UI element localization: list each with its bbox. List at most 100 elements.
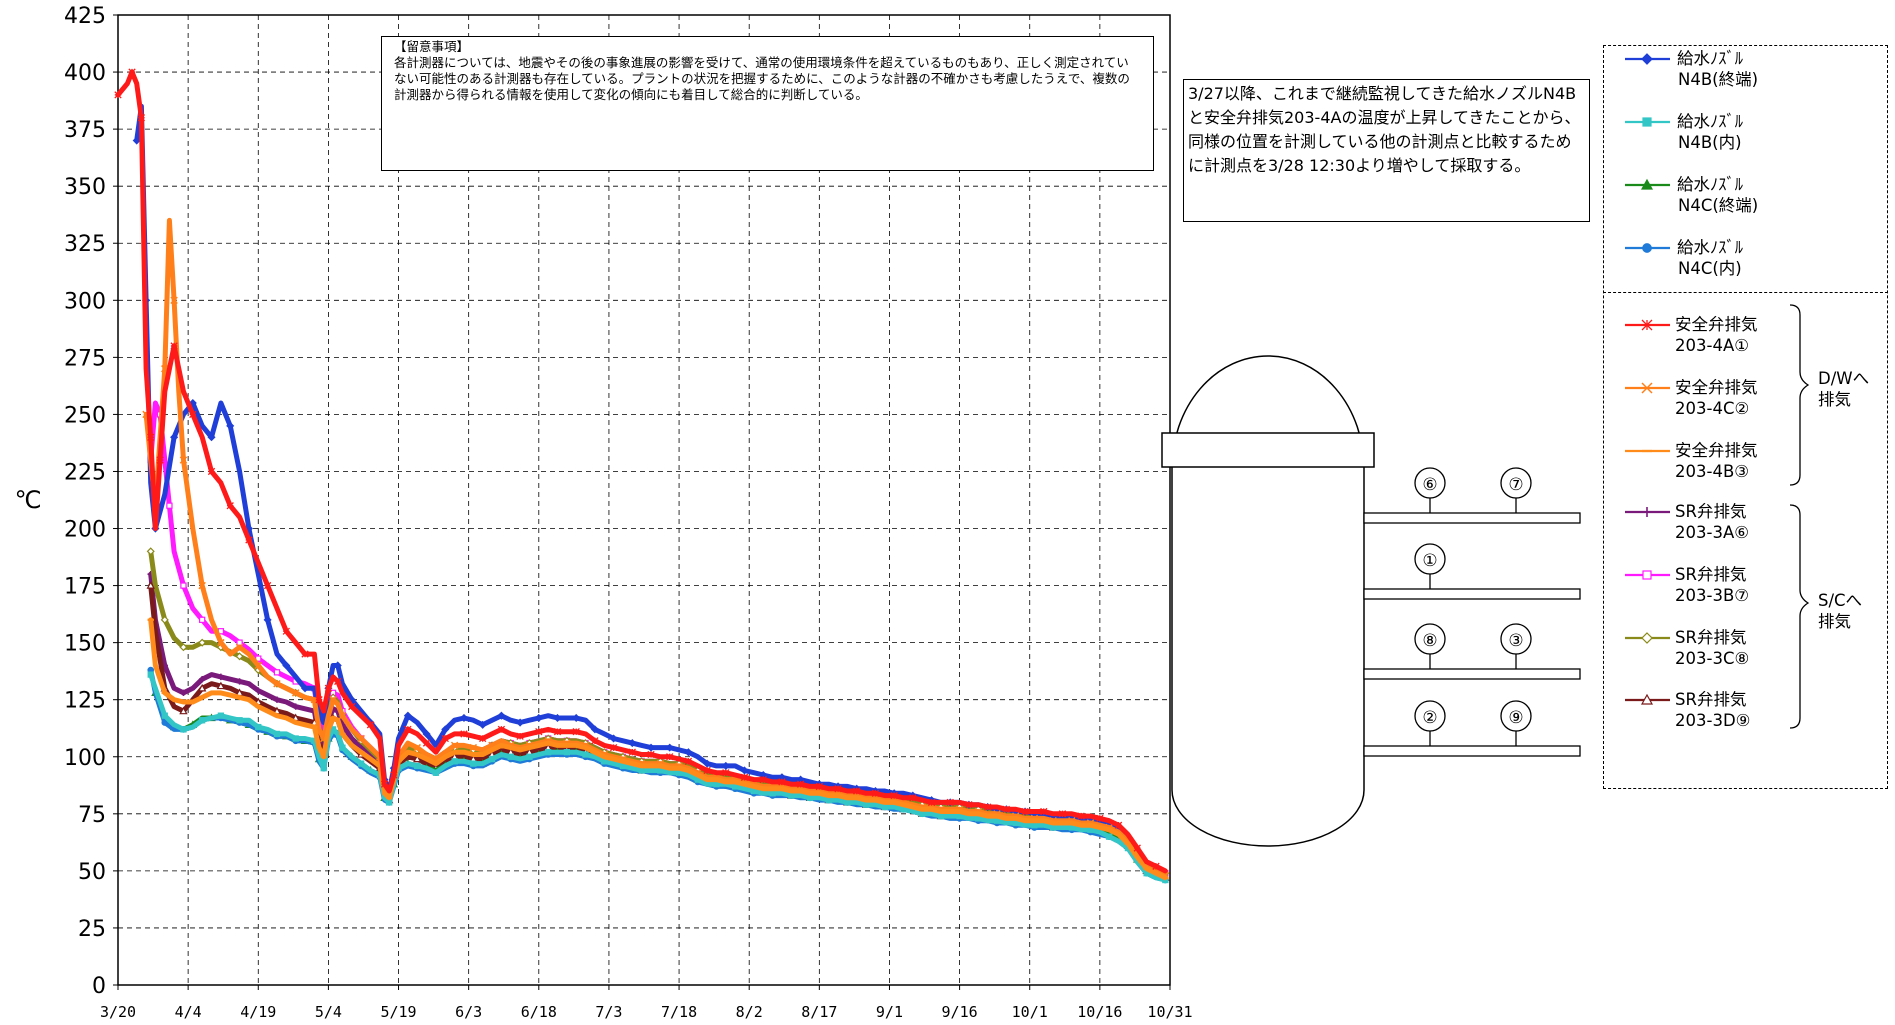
legend-entry: 給水ﾉｽﾞﾙ N4C(終端) xyxy=(1677,174,1758,216)
data-point xyxy=(740,766,749,775)
vessel-pipes: ⑥ ⑦ ① ⑧ ③ ② ⑨ xyxy=(1363,467,1581,757)
data-point xyxy=(862,801,870,808)
legend-label-line: 203-4A① xyxy=(1675,336,1750,355)
data-point xyxy=(147,671,154,678)
legend-label-line: 給水ﾉｽﾞﾙ xyxy=(1677,112,1743,131)
data-point xyxy=(255,687,262,694)
data-point xyxy=(338,711,347,720)
data-point xyxy=(460,730,468,738)
measurement-point-circle xyxy=(1500,623,1532,655)
data-point xyxy=(254,661,262,670)
data-point xyxy=(179,643,188,652)
data-point xyxy=(946,798,954,807)
data-point xyxy=(179,456,188,464)
data-point xyxy=(403,711,412,720)
legend-entry: SR弁排気 203-3D⑨ xyxy=(1675,689,1750,731)
data-point xyxy=(333,661,342,670)
measurement-point-label: ⑥ xyxy=(1422,475,1437,495)
data-point xyxy=(553,727,562,736)
data-point xyxy=(937,812,945,820)
series-line xyxy=(115,69,1168,874)
data-point xyxy=(740,773,749,781)
legend-marker xyxy=(1642,243,1652,253)
data-point xyxy=(497,711,506,720)
data-point xyxy=(180,726,187,733)
data-point xyxy=(535,727,543,736)
x-tick-label: 3/20 xyxy=(100,1003,136,1021)
data-point xyxy=(890,791,898,800)
data-point xyxy=(348,702,356,711)
data-point xyxy=(526,753,533,760)
caution-note: 【留意事項】 各計測器については、地震やその後の事象進展の影響を受けて、通常の使… xyxy=(381,36,1154,171)
chart-series xyxy=(114,68,1170,884)
data-point xyxy=(217,712,225,719)
data-point xyxy=(146,547,155,556)
data-point xyxy=(590,725,599,734)
pipe xyxy=(1363,512,1581,524)
data-point xyxy=(1021,807,1029,816)
data-point xyxy=(334,677,342,686)
data-point xyxy=(236,678,243,685)
legend-marker xyxy=(1640,178,1654,190)
x-tick-label: 9/1 xyxy=(876,1003,903,1021)
data-point xyxy=(339,744,346,751)
data-point xyxy=(198,581,206,590)
x-tick-label: 6/3 xyxy=(455,1003,482,1021)
legend-label-line: N4C(内) xyxy=(1678,259,1742,278)
data-point xyxy=(1133,844,1141,852)
series-line xyxy=(148,583,1168,881)
legend-marker xyxy=(1642,570,1652,580)
data-point xyxy=(451,758,458,765)
data-point xyxy=(226,502,234,510)
data-point xyxy=(273,669,281,676)
data-point xyxy=(137,114,146,122)
data-point xyxy=(357,734,365,743)
caution-body: 各計測器については、地震やその後の事象進展の影響を受けて、通常の使用環境条件を超… xyxy=(394,55,1130,102)
legend-label-line: 給水ﾉｽﾞﾙ xyxy=(1677,175,1743,194)
x-axis-ticks: 3/20 4/4 4/19 5/4 5/19 6/3 6/18 7/3 7/18 8/2 8/17 9… xyxy=(100,985,1193,1021)
reactor-vessel-diagram: ⑥ ⑦ ① ⑧ ③ ② ⑨ xyxy=(1161,355,1581,847)
data-point xyxy=(273,730,281,738)
data-point xyxy=(1096,814,1104,823)
data-point xyxy=(769,790,776,797)
y-tick-label: 100 xyxy=(64,746,106,771)
data-point xyxy=(226,421,235,430)
sc-group-line-2: 排気 xyxy=(1818,612,1851,631)
data-point xyxy=(881,803,888,811)
data-point xyxy=(413,743,421,752)
data-point xyxy=(199,717,206,724)
data-point xyxy=(591,737,599,745)
data-point xyxy=(146,581,155,589)
y-tick-label: 75 xyxy=(78,803,106,828)
data-point xyxy=(1152,862,1160,870)
data-point xyxy=(450,741,459,750)
sc-group-label: S/Cへ 排気 xyxy=(1818,590,1862,632)
y-tick-label: 200 xyxy=(64,518,106,543)
data-point xyxy=(292,735,299,742)
data-point xyxy=(609,743,618,752)
series-1 xyxy=(147,671,1169,884)
x-tick-label: 9/16 xyxy=(942,1003,978,1021)
data-point xyxy=(217,638,225,647)
data-point xyxy=(170,433,179,442)
series-6 xyxy=(147,617,1169,881)
dw-group-line-1: D/Wへ xyxy=(1818,369,1870,388)
y-axis-label: ℃ xyxy=(15,486,42,514)
data-point xyxy=(919,810,926,817)
measurement-point-circle xyxy=(1500,467,1532,499)
data-point xyxy=(292,703,299,710)
legend-marker xyxy=(1642,117,1652,127)
data-point xyxy=(198,675,206,683)
measurement-point-circle xyxy=(1414,543,1446,575)
legend-marker xyxy=(1642,507,1652,517)
data-point xyxy=(217,673,225,681)
vessel-body xyxy=(1171,355,1365,847)
y-tick-label: 275 xyxy=(64,346,106,371)
legend-marker xyxy=(1641,319,1653,331)
measurement-point-circle xyxy=(1500,700,1532,732)
legend-marker xyxy=(1641,53,1653,65)
x-tick-label: 8/17 xyxy=(801,1003,837,1021)
data-point xyxy=(320,765,327,772)
measurement-point-label: ⑨ xyxy=(1508,708,1523,728)
series-4 xyxy=(114,68,1168,874)
